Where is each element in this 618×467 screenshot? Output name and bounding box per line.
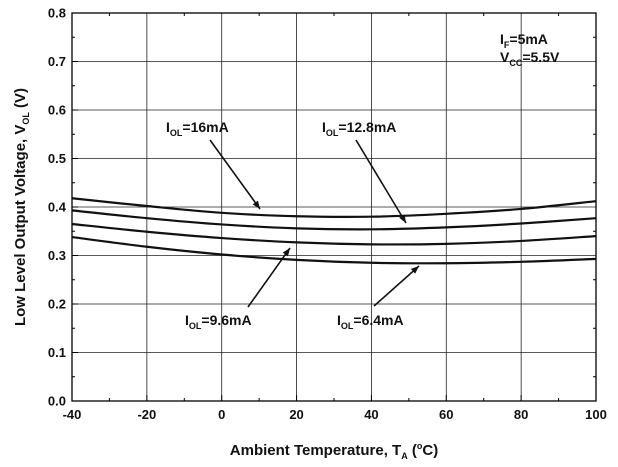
pointer-12-8ma [355,139,407,224]
series-label-3-sub: OL [341,321,354,331]
series-label-0-sub: OL [170,128,183,138]
series-label-2-value: =9.6mA [201,312,251,328]
y-tick-label: 0.0 [48,394,66,409]
x-tick-label: 100 [585,407,607,422]
pointer-6-4ma-head [410,266,419,274]
series-line-1 [71,209,597,231]
condition-if-main: I [500,31,504,47]
x-tick-label: 20 [289,407,303,422]
series-line-0 [71,197,597,218]
x-tick-label: -40 [63,407,82,422]
series-label-1: IOL=12.8mA [322,119,396,138]
y-tick-label: 0.3 [48,248,66,263]
condition-vcc-value: =5.5V [522,49,560,65]
x-axis-label-main: Ambient Temperature, T [230,442,401,459]
x-axis-label-close: C) [422,442,438,459]
condition-if-sub: F [504,40,510,50]
x-tick-label: 60 [439,407,453,422]
series-label-3: IOL=6.4mA [337,312,404,331]
pointer-9-6ma [247,247,291,308]
axis-ticks: -40 -20 0 20 40 60 80 100 0.0 0.1 0.2 0.3 0.4 0.5 0.6 0… [48,6,607,423]
x-tick-label: 40 [364,407,378,422]
condition-vcc: VCC=5.5V [500,49,560,68]
series-label-1-main: I [322,119,326,135]
y-tick-label: 0.5 [48,151,66,166]
pointer-9-6ma-head [282,248,290,257]
condition-if: IF=5mA [500,31,548,50]
y-axis-label: Low Level Output Voltage, VOL (V) [12,88,31,326]
series-line-3 [71,235,597,265]
y-axis-label-sub: OL [21,112,31,125]
condition-vcc-main: V [500,49,510,65]
pointer-16ma [209,139,261,210]
y-tick-label: 0.2 [48,297,66,312]
series-label-0: IOL=16mA [166,119,229,138]
x-axis-label-sup: o [417,441,423,451]
x-tick-label: 80 [514,407,528,422]
y-tick-label: 0.6 [48,103,66,118]
pointer-6-4ma [373,265,420,307]
series-label-2: IOL=9.6mA [185,312,252,331]
y-axis-label-main: Low Level Output Voltage, V [12,125,29,326]
x-axis-label-sub: A [401,451,408,461]
series-label-1-value: =12.8mA [338,119,396,135]
series-label-0-main: I [166,119,170,135]
series-label-3-value: =6.4mA [353,312,403,328]
x-axis-label: Ambient Temperature, TA (oC) [230,441,438,461]
series-label-3-main: I [337,312,341,328]
data-curves [71,197,597,265]
series-line-2 [71,222,597,246]
y-tick-label: 0.1 [48,345,66,360]
pointer-16ma-head [252,200,260,209]
x-axis-label-open: ( [408,442,417,459]
pointer-12-8ma-head [399,214,406,223]
y-axis-label-unit: (V) [12,88,29,112]
y-tick-label: 0.8 [48,6,66,21]
y-tick-label: 0.7 [48,54,66,69]
condition-vcc-sub: CC [509,58,522,68]
x-tick-label: -20 [137,407,156,422]
series-label-0-value: =16mA [182,119,228,135]
x-tick-label: 0 [218,407,225,422]
y-tick-label: 0.4 [48,200,67,215]
series-label-2-main: I [185,312,189,328]
series-label-2-sub: OL [189,321,202,331]
series-label-1-sub: OL [326,128,339,138]
condition-if-value: =5mA [509,31,548,47]
